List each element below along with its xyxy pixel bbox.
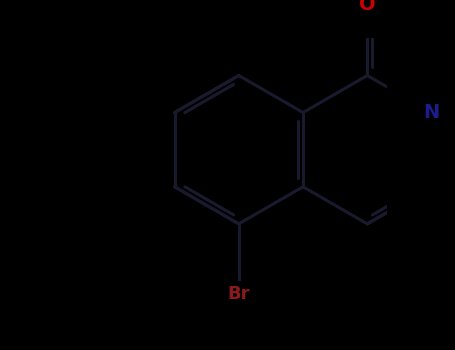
Text: N: N bbox=[424, 103, 440, 122]
Text: O: O bbox=[359, 0, 375, 14]
FancyBboxPatch shape bbox=[353, 0, 382, 18]
FancyBboxPatch shape bbox=[417, 99, 446, 126]
FancyBboxPatch shape bbox=[219, 281, 259, 308]
Text: Br: Br bbox=[228, 285, 250, 303]
